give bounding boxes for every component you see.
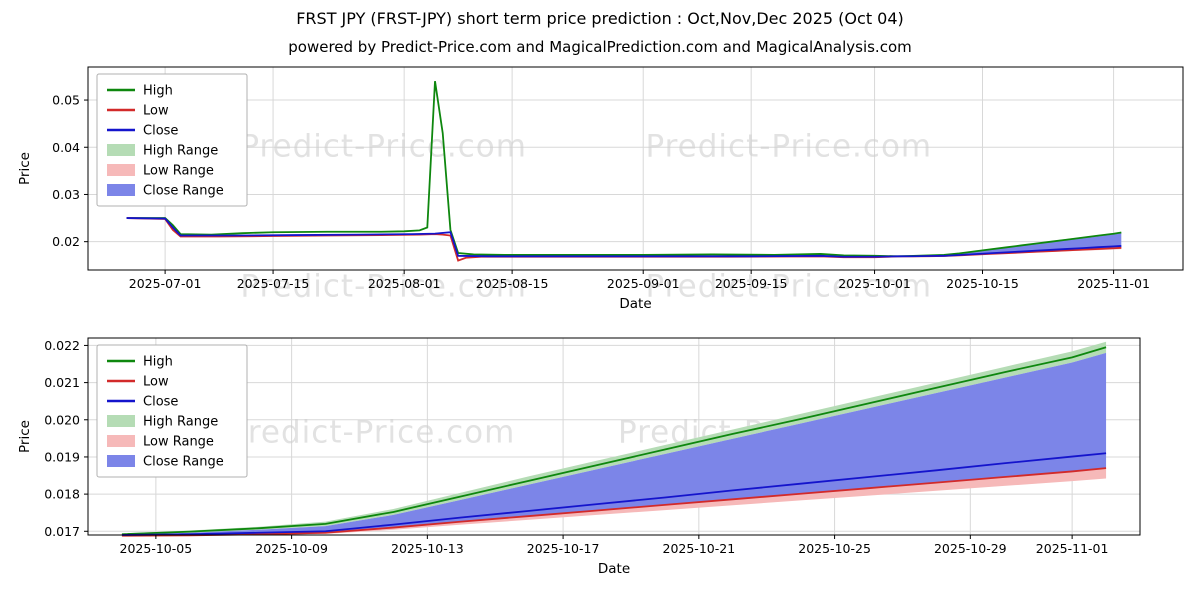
legend-label: Close Range: [143, 455, 224, 470]
page-subtitle: powered by Predict-Price.com and Magical…: [288, 38, 912, 56]
plot-border: [87, 66, 1184, 271]
plot-border: [87, 337, 1141, 536]
x-tick-label: 2025-10-13: [391, 541, 464, 556]
x-tick-label: 2025-10-15: [946, 276, 1019, 291]
legend-label: Low Range: [143, 164, 214, 179]
x-tick-label: 2025-08-15: [476, 276, 549, 291]
y-tick-label: 0.022: [44, 338, 80, 353]
y-tick-label: 0.021: [44, 375, 80, 390]
legend-swatch-low-range: [107, 435, 135, 447]
watermark-text: Predict-Price.com: [240, 268, 527, 304]
x-tick-label: 2025-10-25: [798, 541, 871, 556]
band-close-range: [121, 352, 1107, 536]
legend-label: Close: [143, 395, 178, 410]
legend-label: Close: [143, 124, 178, 139]
x-tick-label: 2025-08-01: [368, 276, 441, 291]
x-tick-label: 2025-10-21: [663, 541, 736, 556]
x-tick-label: 2025-10-29: [934, 541, 1007, 556]
y-axis-label: Price: [17, 420, 33, 453]
series-line-high: [126, 81, 1122, 258]
legend-label: Low Range: [143, 435, 214, 450]
page-title: FRST JPY (FRST-JPY) short term price pre…: [296, 9, 904, 28]
watermark-text: Predict-Price.com: [229, 414, 516, 450]
x-tick-label: 2025-09-15: [715, 276, 788, 291]
legend-label: Low: [143, 104, 169, 119]
legend-label: High: [143, 84, 173, 99]
watermark-text: Predict-Price.com: [645, 128, 932, 164]
x-tick-label: 2025-10-01: [838, 276, 911, 291]
x-tick-label: 2025-07-01: [129, 276, 202, 291]
legend-label: High Range: [143, 415, 218, 430]
x-tick-label: 2025-10-05: [120, 541, 193, 556]
series-line-high: [121, 346, 1107, 536]
legend-swatch-high-range: [107, 144, 135, 156]
y-tick-label: 0.017: [44, 524, 80, 539]
price-history-chart: Predict-Price.com Predict-Price.com Predic…: [17, 66, 1184, 312]
x-axis-label: Date: [598, 561, 630, 577]
watermark-text: Predict-Price.com: [240, 128, 527, 164]
y-tick-label: 0.03: [52, 187, 80, 202]
y-tick-label: 0.05: [52, 93, 80, 108]
y-tick-label: 0.02: [52, 234, 80, 249]
x-tick-label: 2025-07-15: [237, 276, 310, 291]
series-line-close: [121, 452, 1107, 536]
x-tick-label: 2025-11-01: [1077, 276, 1150, 291]
legend-swatch-low-range: [107, 164, 135, 176]
y-tick-label: 0.020: [44, 412, 80, 427]
x-tick-label: 2025-10-09: [255, 541, 328, 556]
series-line-close: [126, 217, 1122, 258]
watermark-text: Predict-Price.com: [645, 268, 932, 304]
legend-swatch-close-range: [107, 184, 135, 196]
prediction-zoom-chart: Predict-Price.comPredict-Price.com2025-1…: [17, 337, 1141, 577]
x-axis-label: Date: [619, 296, 651, 312]
y-tick-label: 0.04: [52, 140, 80, 155]
x-tick-label: 2025-11-01: [1036, 541, 1109, 556]
series-line-low: [121, 467, 1107, 537]
x-tick-label: 2025-10-17: [527, 541, 600, 556]
legend-label: High Range: [143, 144, 218, 159]
y-tick-label: 0.019: [44, 449, 80, 464]
x-tick-label: 2025-09-01: [607, 276, 680, 291]
legend-label: Low: [143, 375, 169, 390]
legend-swatch-high-range: [107, 415, 135, 427]
y-tick-label: 0.018: [44, 487, 80, 502]
legend-label: High: [143, 355, 173, 370]
legend-swatch-close-range: [107, 455, 135, 467]
y-axis-label: Price: [17, 152, 33, 185]
legend-label: Close Range: [143, 184, 224, 199]
